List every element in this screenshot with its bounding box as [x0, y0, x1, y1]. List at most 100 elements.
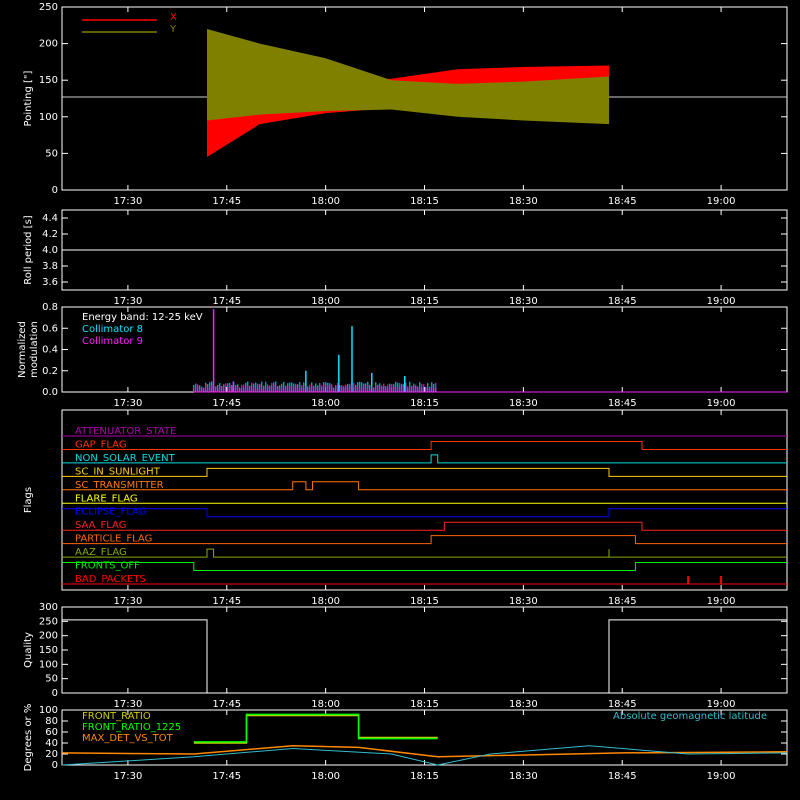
roll-ylabel: Roll period [s] — [23, 215, 34, 284]
modulation-xtick-label: 18:00 — [311, 398, 340, 409]
pointing-xtick-label: 19:00 — [707, 196, 736, 207]
ratio-line-3 — [61, 745, 788, 766]
quality-xtick-label: 18:45 — [608, 699, 637, 710]
pointing-xtick-label: 18:45 — [608, 196, 637, 207]
quality-xtick-label: 18:15 — [410, 699, 439, 710]
roll-ytick-label: 4.2 — [42, 229, 58, 240]
flag-line-ECLIPSE_FLAG — [62, 508, 787, 518]
flag-label-AAZ_FLAG: AAZ_FLAG — [75, 547, 127, 558]
flag-label-PARTICLE_FLAG: PARTICLE_FLAG — [75, 534, 152, 545]
pointing-panel: 17:30 17:45 18:00 18:15 18:30 18:45 19:00 0 50 10… — [23, 2, 788, 207]
modulation-ylabel: modulation — [29, 321, 40, 378]
ratios-xtick-label: 18:00 — [311, 771, 340, 782]
flag-line-SC_TRANSMITTER — [62, 481, 787, 491]
modulation-ytick-label: 0.4 — [42, 345, 58, 356]
pointing-xtick-label: 18:00 — [311, 196, 340, 207]
quality-xtick-label: 18:30 — [509, 699, 538, 710]
ratios-ylabel: Degrees or % — [23, 704, 34, 772]
ratios-xtick-label: 17:45 — [212, 771, 241, 782]
quality-ytick-label: 50 — [45, 674, 58, 685]
roll-xtick-label: 17:30 — [113, 296, 142, 307]
flag-label-GAP_FLAG: GAP_FLAG — [75, 439, 127, 450]
flag-label-SAA_FLAG: SAA_FLAG — [75, 520, 126, 531]
flags-ylabel: Flags — [23, 487, 34, 513]
flag-label-SC_IN_SUNLIGHT: SC_IN_SUNLIGHT — [75, 466, 161, 477]
ratio-legend-1: FRONT_RATIO_1225 — [82, 722, 181, 733]
ratios-ytick-label: 40 — [45, 738, 58, 749]
quality-ylabel: Quality — [23, 632, 34, 668]
legend-label-X: X — [170, 12, 177, 23]
ratios-ytick-label: 80 — [45, 716, 58, 727]
flag-label-ECLIPSE_FLAG: ECLIPSE_FLAG — [75, 507, 146, 518]
modulation-panel: 17:30 17:45 18:00 18:15 18:30 18:45 19:00 0.0 0.… — [17, 302, 788, 409]
modulation-legend-1: Collimator 9 — [82, 336, 143, 347]
quality-xtick-label: 17:45 — [212, 699, 241, 710]
ratios-xtick-label: 17:30 — [113, 771, 142, 782]
flag-line-NON_SOLAR_EVENT — [62, 454, 787, 464]
flags-xtick-label: 17:45 — [212, 596, 241, 607]
quality-xtick-label: 17:30 — [113, 699, 142, 710]
pointing-ytick-label: 150 — [39, 75, 58, 86]
quality-ytick-label: 200 — [39, 631, 58, 642]
flag-line-FRONTS_OFF — [62, 562, 787, 571]
pointing-band-Y — [207, 28, 610, 125]
pointing-xtick-label: 17:30 — [113, 196, 142, 207]
ratio-line-2 — [61, 745, 788, 758]
flag-label-NON_SOLAR_EVENT: NON_SOLAR_EVENT — [75, 453, 176, 464]
geomag-legend: Absolute geomagnetic latitude — [613, 711, 767, 722]
flag-line-SAA_FLAG — [62, 521, 787, 531]
modulation-xtick-label: 17:30 — [113, 398, 142, 409]
ratio-line-1 — [193, 713, 438, 743]
modulation-ytick-label: 0.8 — [42, 302, 58, 313]
roll-xtick-label: 18:30 — [509, 296, 538, 307]
modulation-xtick-label: 18:30 — [509, 398, 538, 409]
flag-line-SC_IN_SUNLIGHT — [62, 467, 787, 477]
pointing-ytick-label: 50 — [45, 148, 58, 159]
ratios-xtick-label: 18:45 — [608, 771, 637, 782]
ratios-xtick-label: 18:30 — [509, 771, 538, 782]
flag-label-ATTENUATOR_STATE: ATTENUATOR_STATE — [75, 426, 176, 437]
modulation-xtick-label: 17:45 — [212, 398, 241, 409]
modulation-xtick-label: 18:45 — [608, 398, 637, 409]
flags-xtick-label: 18:45 — [608, 596, 637, 607]
flags-panel: 17:30 17:45 18:00 18:15 18:30 18:45 19:00 Flags… — [23, 409, 788, 607]
flags-xtick-label: 18:00 — [311, 596, 340, 607]
pointing-ytick-label: 200 — [39, 39, 58, 50]
roll-ytick-label: 3.6 — [42, 277, 58, 288]
ratio-line-0 — [193, 714, 438, 744]
pointing-ylabel: Pointing ["] — [23, 70, 34, 126]
flag-line-PARTICLE_FLAG — [62, 535, 787, 545]
modulation-ytick-label: 0.0 — [42, 387, 58, 398]
modulation-legend-0: Collimator 8 — [82, 324, 143, 335]
modulation-xtick-label: 18:15 — [410, 398, 439, 409]
pointing-xtick-label: 17:45 — [212, 196, 241, 207]
quality-ytick-label: 300 — [39, 602, 58, 613]
roll-xtick-label: 19:00 — [707, 296, 736, 307]
quality-ytick-label: 150 — [39, 645, 58, 656]
ratios-panel: 17:30 17:45 18:00 18:15 18:30 18:45 19:00 02040… — [23, 704, 788, 782]
ratio-legend-2: MAX_DET_VS_TOT — [82, 733, 174, 744]
quality-ytick-label: 0 — [52, 688, 58, 699]
flags-xtick-label: 18:15 — [410, 596, 439, 607]
ratio-legend-0: FRONT_RATIO — [82, 711, 151, 722]
modulation-ylabel: Normalized — [17, 321, 28, 378]
flag-label-SC_TRANSMITTER: SC_TRANSMITTER — [75, 480, 164, 491]
modulation-ytick-label: 0.6 — [42, 323, 58, 334]
roll-panel: 17:30 17:45 18:00 18:15 18:30 18:45 19:00 3.6 3.… — [23, 209, 788, 307]
legend-label-Y: Y — [169, 24, 177, 35]
ratios-xtick-label: 18:15 — [410, 771, 439, 782]
modulation-annotation: Energy band: 12-25 keV — [82, 312, 203, 323]
roll-xtick-label: 18:15 — [410, 296, 439, 307]
modulation-ytick-label: 0.2 — [42, 366, 58, 377]
pointing-ytick-label: 0 — [52, 185, 58, 196]
pointing-ytick-label: 250 — [39, 2, 58, 13]
flags-xtick-label: 19:00 — [707, 596, 736, 607]
flag-label-FLARE_FLAG: FLARE_FLAG — [75, 493, 138, 504]
pointing-xtick-label: 18:30 — [509, 196, 538, 207]
roll-ytick-label: 3.8 — [42, 261, 58, 272]
quality-xtick-label: 19:00 — [707, 699, 736, 710]
roll-ytick-label: 4.0 — [42, 245, 58, 256]
flag-label-BAD_PACKETS: BAD_PACKETS — [75, 574, 146, 585]
modulation-xtick-label: 19:00 — [707, 398, 736, 409]
flag-line-AAZ_FLAG — [62, 548, 787, 558]
